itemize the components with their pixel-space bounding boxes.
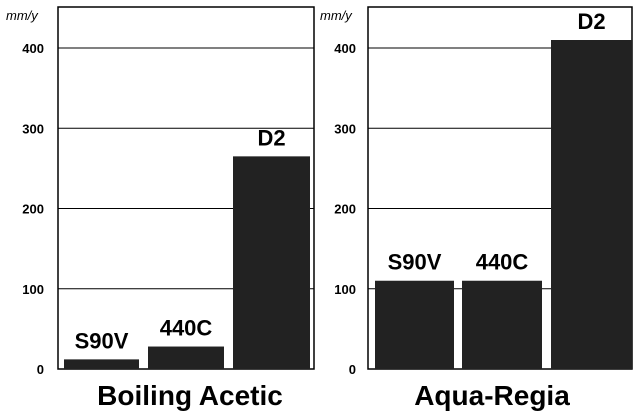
bar-440c-left [148, 346, 224, 369]
y-tick-label: 400 [22, 41, 44, 56]
y-ticks-right: 0 100 200 300 400 [334, 41, 356, 377]
y-tick-label: 0 [37, 362, 44, 377]
y-tick-label: 200 [334, 202, 356, 217]
chart-title-left: Boiling Acetic [97, 380, 283, 411]
y-tick-label: 100 [22, 282, 44, 297]
bar-label-s90v: S90V [75, 328, 129, 353]
y-tick-label: 400 [334, 41, 356, 56]
bar-s90v-right [375, 280, 454, 369]
y-tick-label: 0 [349, 362, 356, 377]
y-tick-label: 300 [334, 121, 356, 136]
y-unit-label-left: mm/y [6, 8, 39, 23]
bar-label-s90v: S90V [388, 250, 442, 275]
bar-d2-right [551, 40, 632, 369]
bar-label-440c: 440C [476, 250, 529, 275]
bar-label-d2: D2 [257, 125, 285, 150]
bar-d2-left [233, 156, 310, 369]
y-ticks-left: 0 100 200 300 400 [22, 41, 44, 377]
bars-left [64, 156, 310, 369]
chart-aqua-regia: 0 100 200 300 400 S90V 440C D2 mm/y Aqua-Regia [320, 6, 633, 411]
bar-440c-right [462, 280, 542, 369]
y-tick-label: 300 [22, 121, 44, 136]
bar-labels-right: S90V 440C D2 [388, 9, 606, 275]
bar-s90v-left [64, 359, 139, 369]
bars-right [375, 40, 632, 369]
chart-title-right: Aqua-Regia [414, 380, 570, 411]
y-tick-label: 200 [22, 202, 44, 217]
bar-label-d2: D2 [577, 9, 605, 34]
y-unit-label-right: mm/y [320, 8, 353, 23]
bar-label-440c: 440C [160, 316, 213, 341]
chart-boiling-acetic: 0 100 200 300 400 S90V 440C D2 mm/y Boiling Ac… [6, 6, 315, 411]
y-tick-label: 100 [334, 282, 356, 297]
bar-labels-left: S90V 440C D2 [75, 125, 286, 353]
